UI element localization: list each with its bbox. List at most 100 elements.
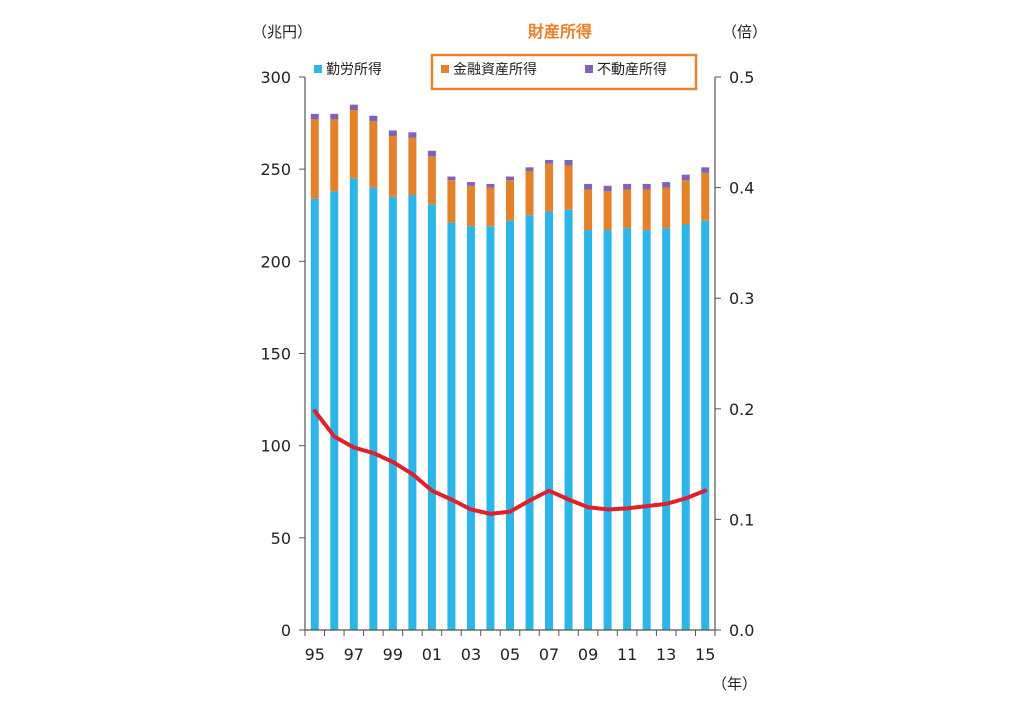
bar-labor bbox=[545, 211, 554, 630]
bar-labor bbox=[310, 198, 319, 630]
bar-labor bbox=[330, 191, 339, 630]
bar-financial bbox=[525, 171, 534, 216]
bar-realestate bbox=[486, 183, 495, 188]
bars bbox=[310, 104, 710, 631]
bar-realestate bbox=[525, 167, 534, 172]
x-tick-label: 97 bbox=[344, 645, 364, 664]
bar-labor bbox=[701, 220, 710, 630]
bar-labor bbox=[642, 229, 651, 630]
x-tick-label: 11 bbox=[617, 645, 637, 664]
bar-realestate bbox=[447, 176, 456, 181]
y-tick-label: 200 bbox=[260, 252, 291, 271]
bar-financial bbox=[349, 110, 358, 179]
legend-swatch-labor bbox=[314, 65, 322, 73]
bar-realestate bbox=[642, 183, 651, 190]
x-tick-label: 13 bbox=[656, 645, 676, 664]
bar-financial bbox=[369, 121, 378, 188]
bar-realestate bbox=[330, 113, 339, 120]
bar-realestate bbox=[681, 174, 690, 181]
ratio-line-layer bbox=[312, 409, 708, 516]
bar-financial bbox=[330, 119, 339, 192]
bar-realestate bbox=[545, 159, 554, 164]
bar-financial bbox=[310, 119, 319, 199]
legend-frame bbox=[430, 53, 698, 91]
y-tick-label: 50 bbox=[271, 529, 291, 548]
y2-tick-label: 0.0 bbox=[729, 621, 754, 640]
bar-realestate bbox=[369, 115, 378, 122]
bar-labor bbox=[447, 222, 456, 630]
legend-label-financial: 金融資産所得 bbox=[453, 61, 537, 78]
bar-labor bbox=[466, 226, 475, 630]
bar-realestate bbox=[349, 104, 358, 111]
bar-realestate bbox=[310, 113, 319, 120]
left-axis-unit: （兆円） bbox=[252, 23, 312, 41]
x-tick-label: 07 bbox=[539, 645, 559, 664]
axes bbox=[304, 77, 716, 631]
bar-labor bbox=[662, 228, 671, 631]
bar-financial bbox=[427, 156, 436, 205]
bar-financial bbox=[584, 189, 593, 230]
bar-labor bbox=[506, 220, 514, 630]
y-tick-label: 0 bbox=[281, 621, 291, 640]
bar-realestate bbox=[564, 159, 573, 166]
x-tick-label: 95 bbox=[305, 645, 325, 664]
bar-realestate bbox=[662, 182, 671, 188]
bar-financial bbox=[506, 180, 514, 221]
bar-financial bbox=[545, 163, 554, 212]
bar-financial bbox=[623, 189, 632, 229]
right-axis-ticks: 0.0 0.1 0.2 0.3 0.4 0.5 bbox=[715, 68, 754, 640]
bar-realestate bbox=[506, 176, 514, 181]
bar-labor bbox=[603, 229, 612, 630]
bar-labor bbox=[408, 194, 417, 630]
x-axis-ticks: 95 97 99 01 03 05 07 09 11 13 15 bbox=[304, 630, 716, 664]
bar-financial bbox=[486, 187, 495, 227]
bar-labor bbox=[427, 204, 436, 630]
bar-financial bbox=[564, 165, 573, 210]
ratio-line bbox=[312, 409, 708, 516]
bar-realestate bbox=[388, 130, 397, 136]
bar-financial bbox=[701, 172, 710, 221]
chart-title: 財産所得 bbox=[528, 22, 592, 41]
bar-financial bbox=[408, 137, 417, 195]
bar-financial bbox=[447, 180, 456, 223]
y2-tick-label: 0.1 bbox=[729, 510, 754, 529]
x-tick-label: 01 bbox=[422, 645, 442, 664]
bar-financial bbox=[681, 180, 690, 225]
right-axis-unit: （倍） bbox=[722, 23, 767, 41]
bar-financial bbox=[388, 135, 397, 197]
bar-financial bbox=[603, 191, 612, 230]
y2-tick-label: 0.3 bbox=[729, 289, 754, 308]
bar-labor bbox=[369, 187, 378, 630]
y-tick-label: 300 bbox=[260, 68, 291, 87]
bar-realestate bbox=[427, 150, 436, 157]
bar-realestate bbox=[466, 182, 475, 186]
y2-tick-label: 0.4 bbox=[729, 179, 754, 198]
bar-realestate bbox=[408, 132, 417, 138]
x-tick-label: 15 bbox=[695, 645, 715, 664]
legend-label-labor: 勤労所得 bbox=[326, 61, 382, 78]
bar-financial bbox=[466, 185, 475, 227]
bar-labor bbox=[349, 178, 358, 630]
bar-financial bbox=[642, 189, 651, 230]
x-axis-unit: （年） bbox=[712, 675, 757, 693]
bar-labor bbox=[486, 226, 495, 630]
x-tick-label: 99 bbox=[383, 645, 403, 664]
y2-tick-label: 0.5 bbox=[729, 68, 754, 87]
bar-realestate bbox=[701, 167, 710, 173]
bar-labor bbox=[584, 229, 593, 630]
bar-labor bbox=[564, 209, 573, 630]
bar-labor bbox=[388, 196, 397, 631]
bar-financial bbox=[662, 187, 671, 229]
x-tick-label: 03 bbox=[461, 645, 481, 664]
bar-realestate bbox=[584, 183, 593, 190]
y-tick-label: 250 bbox=[260, 160, 291, 179]
x-tick-label: 05 bbox=[500, 645, 520, 664]
y2-tick-label: 0.2 bbox=[729, 400, 754, 419]
legend-swatch-realestate bbox=[585, 65, 593, 73]
bar-labor bbox=[623, 228, 632, 631]
x-tick-label: 09 bbox=[578, 645, 598, 664]
y-tick-label: 100 bbox=[260, 437, 291, 456]
left-axis-ticks: 0 50 100 150 200 250 300 bbox=[260, 68, 305, 640]
bar-realestate bbox=[603, 185, 612, 192]
